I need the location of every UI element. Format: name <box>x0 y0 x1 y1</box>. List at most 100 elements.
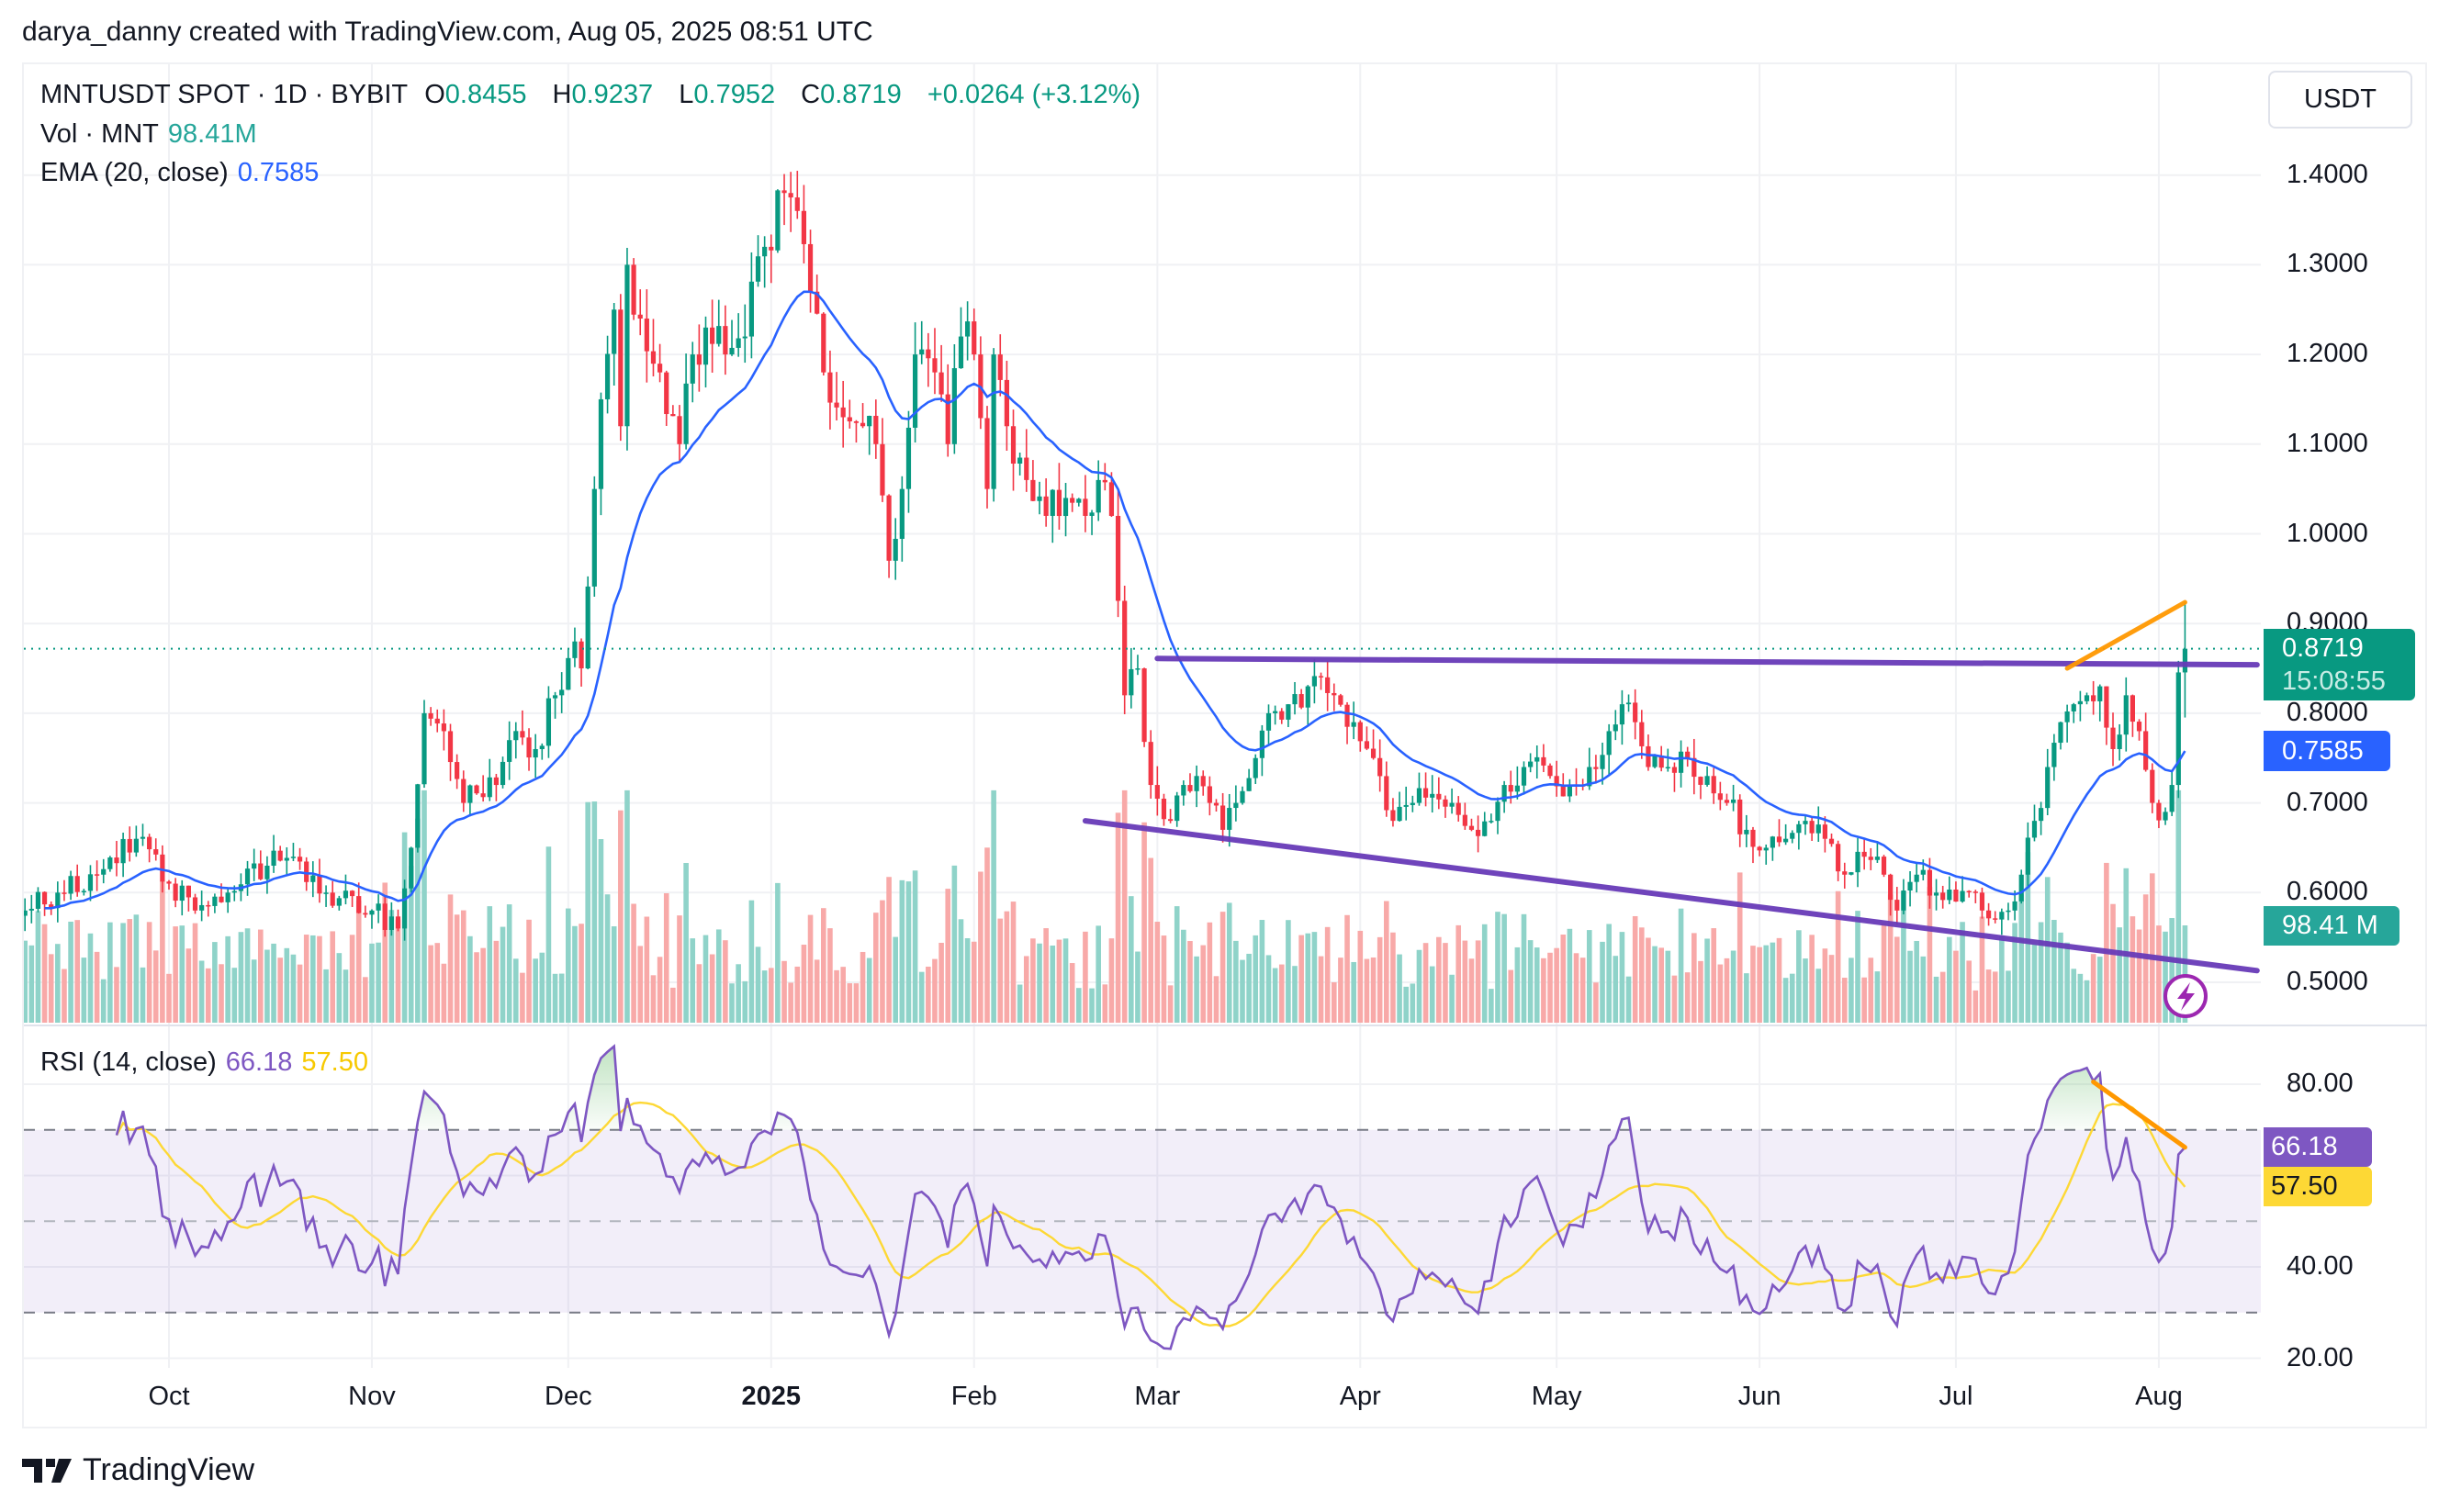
candle-body <box>1888 874 1894 901</box>
candle-body <box>1658 755 1664 768</box>
rsi-ma-badge: 57.50 <box>2264 1167 2372 1206</box>
candle-body <box>409 847 414 889</box>
candle-body <box>572 641 578 658</box>
candle-body <box>2150 769 2155 803</box>
volume-bar <box>284 947 290 1023</box>
overlays <box>24 290 2261 974</box>
candle-body <box>1436 793 1442 800</box>
volume-bar <box>1468 958 1475 1023</box>
candle-body <box>2097 686 2103 701</box>
rsi-tick-label: 80.00 <box>2287 1069 2354 1098</box>
volume-bar <box>1960 922 1965 1023</box>
volume-bar <box>1861 977 1867 1023</box>
candle-body <box>612 309 617 354</box>
candle-body <box>1416 788 1422 803</box>
volume-bar <box>768 968 774 1023</box>
candle-body <box>1004 379 1009 427</box>
candle-body <box>1633 702 1638 722</box>
lightning-icon[interactable] <box>2163 974 2208 1018</box>
candle-body <box>762 246 768 257</box>
time-tick-label: Apr <box>1339 1382 1381 1411</box>
candle-body <box>1259 730 1264 758</box>
candle-body <box>912 354 918 428</box>
candle-body <box>1685 751 1691 758</box>
candle-body <box>199 904 205 911</box>
candle-body <box>1403 804 1409 807</box>
rsi-badge: 66.18 <box>2264 1127 2372 1167</box>
volume-bar <box>886 877 892 1023</box>
symbol-legend[interactable]: MNTUSDT SPOT · 1D · BYBIT O0.8455 H0.923… <box>40 80 1150 110</box>
candle-body <box>1514 785 1520 792</box>
volume-bar <box>1154 922 1161 1023</box>
volume-bar <box>1534 947 1540 1023</box>
volume-bar <box>238 932 244 1023</box>
rsi-legend[interactable]: RSI (14, close) 66.18 57.50 <box>40 1047 377 1078</box>
volume-bar <box>951 865 958 1023</box>
volume-bar <box>1939 971 1946 1023</box>
volume-bar <box>1148 857 1153 1023</box>
tradingview-logo[interactable]: TradingView <box>22 1452 254 1488</box>
candle-body <box>1279 711 1285 720</box>
volume-bar <box>428 945 433 1023</box>
volume-bar <box>2044 877 2051 1023</box>
candle-body <box>258 863 264 879</box>
volume-bar <box>1161 935 1167 1023</box>
volume-bar <box>343 969 349 1023</box>
candle-body <box>513 731 519 741</box>
candle-body <box>1587 767 1592 787</box>
candle-body <box>107 857 113 869</box>
volume-bar <box>1763 945 1770 1023</box>
volume-bar <box>1646 937 1651 1023</box>
volume-bar <box>1567 928 1573 1023</box>
candle-body <box>1024 457 1029 480</box>
candle-body <box>1070 498 1075 503</box>
candle-body <box>637 314 643 319</box>
volume-bar <box>2096 957 2103 1023</box>
candle-body <box>1803 821 1808 824</box>
candle-body <box>702 327 709 365</box>
candle-body <box>1613 724 1618 732</box>
volume-bar <box>1501 913 1507 1023</box>
volume-bar <box>160 880 165 1023</box>
ema-legend[interactable]: EMA (20, close) 0.7585 <box>40 158 328 188</box>
volume-bar <box>1050 945 1056 1023</box>
candle-body <box>1508 785 1513 792</box>
volume-bar <box>670 987 676 1023</box>
volume-bar <box>1678 908 1684 1023</box>
candle-body <box>1227 808 1232 830</box>
candle-body <box>1148 742 1153 786</box>
candle-body <box>1528 761 1534 767</box>
volume-bar <box>1809 935 1815 1023</box>
volume-bar <box>382 882 388 1023</box>
candle-body <box>1770 836 1775 848</box>
volume-bar <box>1213 976 1219 1023</box>
chart-attribution: darya_danny created with TradingView.com… <box>22 17 873 47</box>
candle-body <box>1940 892 1946 901</box>
volume-bar <box>1625 976 1632 1023</box>
currency-button[interactable]: USDT <box>2268 71 2412 129</box>
volume-bar <box>231 968 238 1023</box>
volume-bar <box>1364 958 1370 1023</box>
volume-bar <box>912 870 918 1023</box>
candle-body <box>1815 824 1821 834</box>
candle-body <box>1476 829 1481 836</box>
candle-body <box>356 896 362 913</box>
candle-body <box>1711 776 1716 794</box>
candle-body <box>206 904 211 907</box>
candle-body <box>1547 765 1553 777</box>
candle-body <box>2025 837 2030 875</box>
volume-bar <box>2012 923 2017 1023</box>
volume-bar <box>637 946 644 1023</box>
candle-body <box>1501 785 1507 802</box>
candle-body <box>1207 786 1212 803</box>
candle-body <box>1567 785 1572 797</box>
volume-bar <box>395 919 401 1023</box>
volume-bar <box>755 946 761 1023</box>
volume-bar <box>991 790 996 1023</box>
volume-legend[interactable]: Vol · MNT 98.41M <box>40 119 266 150</box>
candle-body <box>801 210 807 244</box>
volume-bar <box>677 915 682 1023</box>
candle-body <box>1161 799 1167 820</box>
change-value: +0.0264 (+3.12%) <box>927 80 1141 109</box>
